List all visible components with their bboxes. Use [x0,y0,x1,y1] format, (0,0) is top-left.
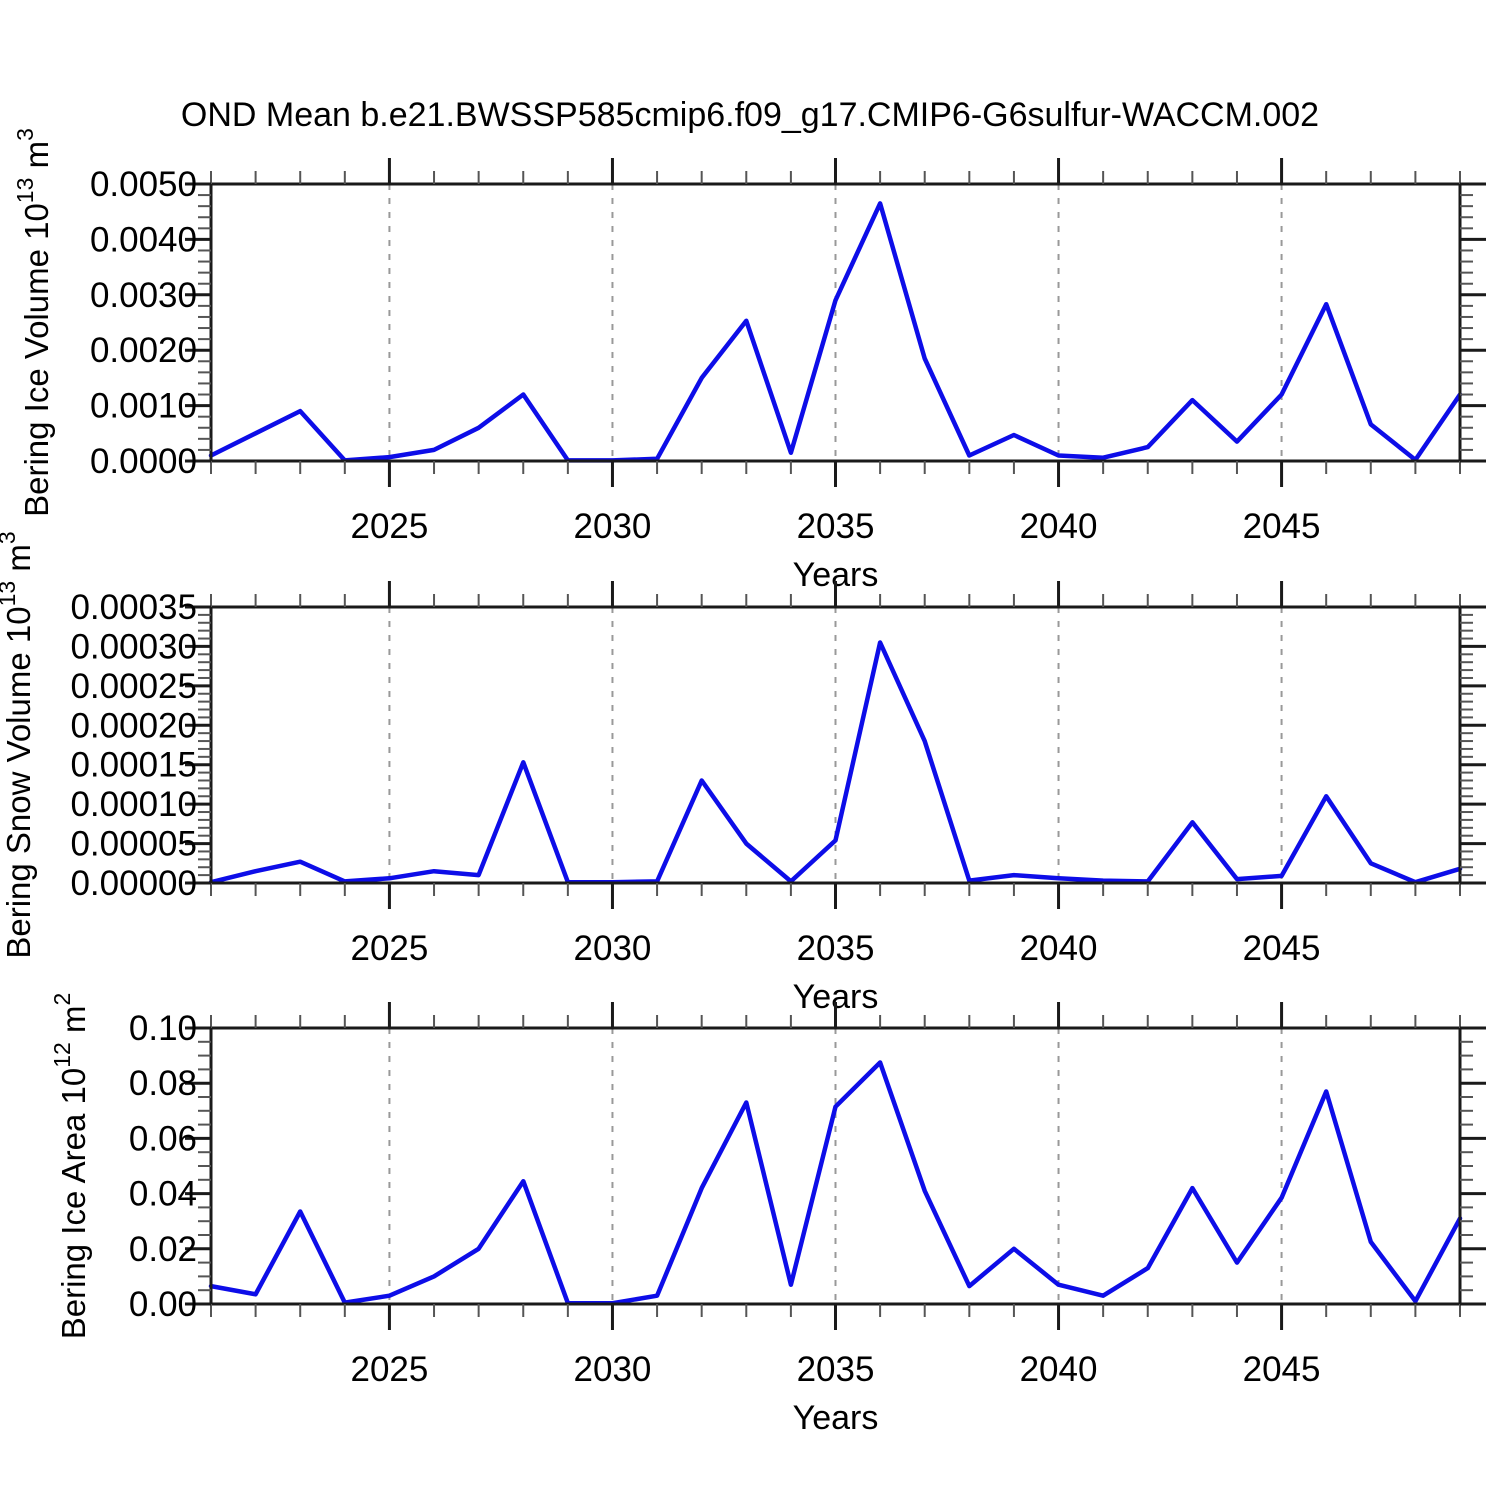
panel-1-x-tick-label: 2025 [350,507,428,546]
panel-1-x-tick-label: 2045 [1243,507,1321,546]
panel-2-y-axis-title: Bering Snow Volume 1013 m3 [0,531,37,958]
panel-2-x-tick-label: 2035 [797,929,875,968]
panel-3-y-tick-label: 0.04 [129,1175,197,1214]
panel-2-x-tick-label: 2040 [1020,929,1098,968]
panel-1-y-tick-label: 0.0020 [90,331,197,370]
panel-2-x-tick-label: 2025 [350,929,428,968]
panel-3-frame [209,1026,1462,1306]
panel-1-y-axis-title: Bering Ice Volume 1013 m3 [12,128,55,517]
panel-1-x-tick-label: 2035 [797,507,875,546]
panel-2-y-tick-label: 0.00005 [70,825,197,864]
panel-3-x-tick-label: 2045 [1243,1350,1321,1389]
panel-1-x-tick-label: 2040 [1020,507,1098,546]
panel-3-x-axis-title: Years [793,1399,879,1437]
panel-3-y-tick-label: 0.08 [129,1064,197,1103]
panel-3-x-tick-label: 2025 [350,1350,428,1389]
panel-3-x-tick-label: 2040 [1020,1350,1098,1389]
panel-3-y-tick-label: 0.00 [129,1285,197,1324]
panel-3-y-axis-title: Bering Ice Area 1012 m2 [49,993,92,1340]
panel-1-y-tick-label: 0.0050 [90,165,197,204]
panel-2-y-axis-title-part: m [0,544,37,581]
panel-1-data-line [208,201,1463,463]
panel-3-y-axis-title-part: 12 [49,1042,75,1068]
panel-2-y-tick-label: 0.00020 [70,706,197,745]
panel-3-y-tick-label: 0.06 [129,1119,197,1158]
panel-1-y-tick-label: 0.0040 [90,220,197,259]
panel-2-y-tick-label: 0.00015 [70,746,197,785]
panel-1-x-tick-label: 2030 [574,507,652,546]
panel-3-y-tick-label: 0.10 [129,1009,197,1048]
panel-2-y-axis-title-part: 3 [0,531,20,544]
panel-3-x-tick-label: 2030 [574,1350,652,1389]
panel-2-x-tick-label: 2030 [574,929,652,968]
panel-1-y-axis-title-part: 13 [12,178,38,204]
panel-2-data-line [208,640,1463,885]
panel-2-x-tick-label: 2045 [1243,929,1321,968]
panel-2-y-tick-label: 0.00030 [70,627,197,666]
panel-2-y-tick-label: 0.00035 [70,588,197,627]
panel-3-y-axis-title-part: Bering Ice Area 10 [55,1068,92,1340]
panel-1-y-axis-title-part: Bering Ice Volume 10 [18,203,55,517]
panel-1-y-axis-title-part: 3 [12,128,38,141]
panel-2-y-axis-title-part: 13 [0,581,20,607]
panel-3-y-axis-title-part: 2 [49,993,75,1006]
panel-2-y-axis-title-part: Bering Snow Volume 10 [0,606,37,958]
panel-3-x-tick-label: 2035 [797,1350,875,1389]
panel-2-y-tick-label: 0.00000 [70,864,197,903]
panel-2-y-tick-label: 0.00010 [70,785,197,824]
panel-1-y-tick-label: 0.0000 [90,442,197,481]
panel-3-y-axis-title-part: m [55,1006,92,1043]
chart-title: OND Mean b.e21.BWSSP585cmip6.f09_g17.CMI… [180,96,1320,134]
panel-2-y-tick-label: 0.00025 [70,667,197,706]
panel-1-y-axis-title-part: m [18,141,55,178]
panel-3-y-tick-label: 0.02 [129,1230,197,1269]
panel-1-frame [209,182,1462,463]
panel-3-data-line [208,1060,1463,1306]
panel-1-y-tick-label: 0.0010 [90,387,197,426]
panel-1-y-tick-label: 0.0030 [90,276,197,315]
